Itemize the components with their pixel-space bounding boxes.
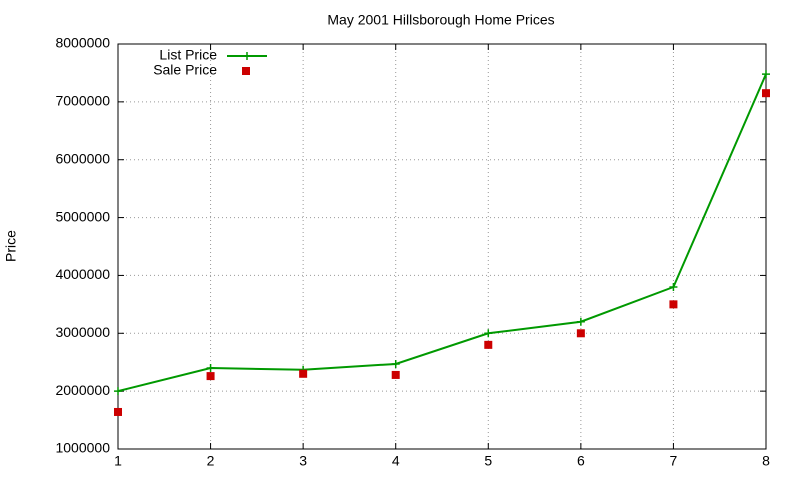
legend-marker: [242, 67, 250, 75]
y-tick-label: 7000000: [55, 93, 110, 109]
point-marker: [391, 370, 400, 379]
x-tick-label: 4: [392, 453, 400, 469]
y-tick-label: 1000000: [55, 440, 110, 456]
point-marker: [576, 329, 585, 338]
x-tick-label: 8: [762, 453, 770, 469]
y-tick-label: 6000000: [55, 150, 110, 166]
point-marker: [669, 300, 678, 309]
y-tick-label: 3000000: [55, 324, 110, 340]
x-tick-label: 7: [670, 453, 678, 469]
point-marker: [299, 369, 308, 378]
point-marker: [484, 329, 493, 338]
point-marker: [484, 340, 493, 349]
y-tick-label: 2000000: [55, 382, 110, 398]
legend-label: List Price: [159, 47, 217, 63]
point-marker: [576, 317, 585, 326]
plot-border: [117, 43, 767, 450]
x-tick-label: 3: [299, 453, 307, 469]
x-tick-label: 6: [577, 453, 585, 469]
point-marker: [206, 372, 215, 381]
point-marker: [762, 89, 770, 98]
point-marker: [206, 364, 215, 372]
x-tick-label: 1: [114, 453, 122, 469]
y-axis-label: Price: [3, 230, 19, 262]
point-marker: [391, 359, 400, 368]
legend-label: Sale Price: [153, 62, 217, 78]
point-marker: [762, 70, 770, 79]
point-marker: [114, 387, 122, 396]
legend-marker: [243, 52, 251, 60]
chart-title: May 2001 Hillsborough Home Prices: [327, 12, 554, 28]
x-tick-label: 5: [484, 453, 492, 469]
point-marker: [669, 283, 678, 291]
series-line: [117, 73, 767, 393]
y-tick-label: 4000000: [55, 266, 110, 282]
y-tick-label: 8000000: [55, 35, 110, 51]
y-tick-label: 5000000: [55, 208, 110, 224]
x-tick-label: 2: [207, 453, 215, 469]
point-marker: [114, 407, 122, 416]
